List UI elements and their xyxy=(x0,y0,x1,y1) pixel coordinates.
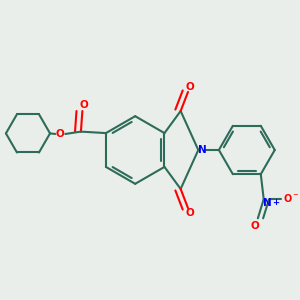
Text: O: O xyxy=(250,221,259,231)
Text: O: O xyxy=(55,129,64,139)
Text: O: O xyxy=(186,208,195,218)
Text: N: N xyxy=(263,198,272,208)
Text: N: N xyxy=(198,145,206,155)
Text: O: O xyxy=(186,82,195,92)
Text: +: + xyxy=(272,198,279,207)
Text: O: O xyxy=(80,100,88,110)
Text: O$^-$: O$^-$ xyxy=(283,192,300,204)
